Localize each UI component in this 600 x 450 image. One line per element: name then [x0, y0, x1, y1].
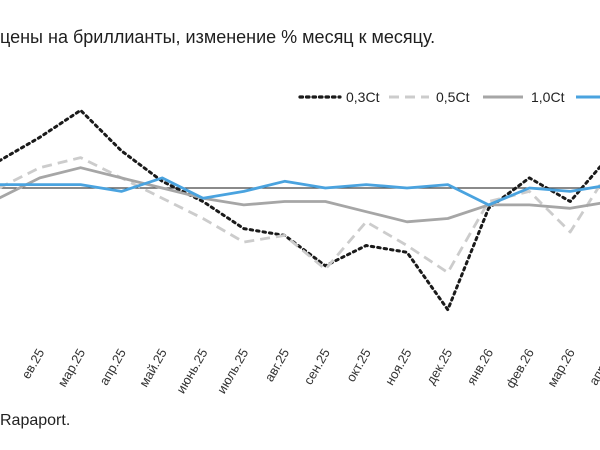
x-tick-label: апр.26	[586, 346, 600, 388]
x-tick-label: ев.25	[18, 346, 47, 381]
x-tick-label: окт.25	[343, 346, 374, 384]
legend-label: 0,5Ct	[436, 89, 470, 105]
x-tick-label: мар.26	[544, 346, 578, 389]
x-axis-ticks: ев.25 мар.25 апр.25 май.25 июнь.25 июль.25 авг…	[18, 346, 600, 396]
x-tick-label: ноя.25	[382, 346, 415, 388]
x-tick-label: дек.25	[423, 346, 455, 387]
source-note: Rapaport.	[0, 412, 71, 429]
chart-title: цены на бриллианты, изменение % месяц к …	[0, 27, 436, 47]
legend: 0,3Ct 0,5Ct 1,0Ct	[298, 89, 600, 105]
legend-label: 0,3Ct	[346, 89, 380, 105]
x-tick-label: май.25	[136, 346, 170, 389]
series-line-0-3Ct	[0, 108, 600, 312]
x-tick-label: фев.26	[503, 346, 537, 391]
x-tick-label: янв.26	[464, 346, 497, 387]
x-tick-label: июль.25	[214, 346, 252, 396]
series-line-1-0Ct	[0, 166, 600, 224]
x-tick-label: сен.25	[301, 346, 333, 387]
legend-label: 1,0Ct	[531, 89, 565, 105]
x-tick-label: мар.25	[54, 346, 88, 389]
x-tick-label: авг.25	[262, 346, 293, 384]
series-line-series-4	[0, 176, 600, 207]
x-tick-label: июнь.25	[173, 346, 211, 396]
series-layer	[0, 108, 600, 312]
series-line-0-5Ct	[0, 156, 600, 274]
x-tick-label: апр.25	[96, 346, 129, 388]
